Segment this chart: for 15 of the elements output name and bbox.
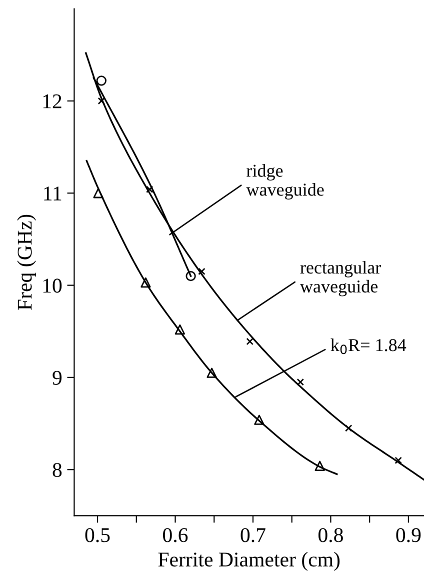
annotation: k$_{0}$R= 1.84	[330, 338, 406, 354]
y-tick-label: 9	[52, 370, 62, 385]
y-axis-title: Freq (GHz)	[17, 214, 36, 310]
x-axis-title: Ferrite Diameter (cm)	[158, 552, 340, 571]
x-tick-label: 0.8	[318, 528, 343, 542]
y-tick-label: 10	[43, 278, 62, 293]
x-tick-label: 0.7	[240, 528, 266, 542]
y-tick-label: 11	[44, 186, 62, 200]
annotation: rectangular waveguide	[300, 260, 381, 296]
x-tick-label: 0.9	[396, 528, 421, 542]
y-tick-label: 8	[52, 462, 62, 478]
x-tick-label: 0.6	[163, 528, 188, 542]
annotation: ridge waveguide	[246, 164, 324, 200]
y-tick-label: 12	[43, 94, 62, 108]
x-tick-label: 0.5	[85, 528, 110, 542]
